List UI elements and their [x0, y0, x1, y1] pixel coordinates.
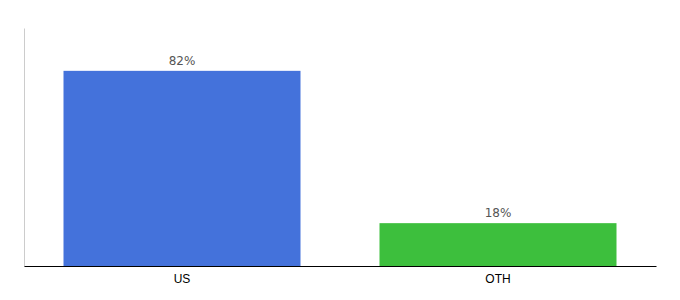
x-tick-label: US — [174, 272, 191, 286]
chart: US OTH 82% 18% — [0, 0, 680, 300]
bar — [64, 71, 301, 266]
data-label: 18% — [485, 206, 512, 220]
x-tick: OTH — [485, 272, 510, 286]
bar — [380, 223, 617, 266]
data-labels: 82% 18% — [169, 54, 512, 220]
x-tick-label: OTH — [485, 272, 510, 286]
x-tick: US — [174, 272, 191, 286]
data-label: 82% — [169, 54, 196, 68]
plot: US OTH 82% 18% — [25, 29, 657, 286]
y-axis — [24, 29, 25, 267]
bars — [64, 71, 617, 266]
x-axis-line — [25, 266, 657, 267]
x-axis: US OTH — [25, 267, 657, 286]
y-axis-line — [24, 29, 25, 267]
